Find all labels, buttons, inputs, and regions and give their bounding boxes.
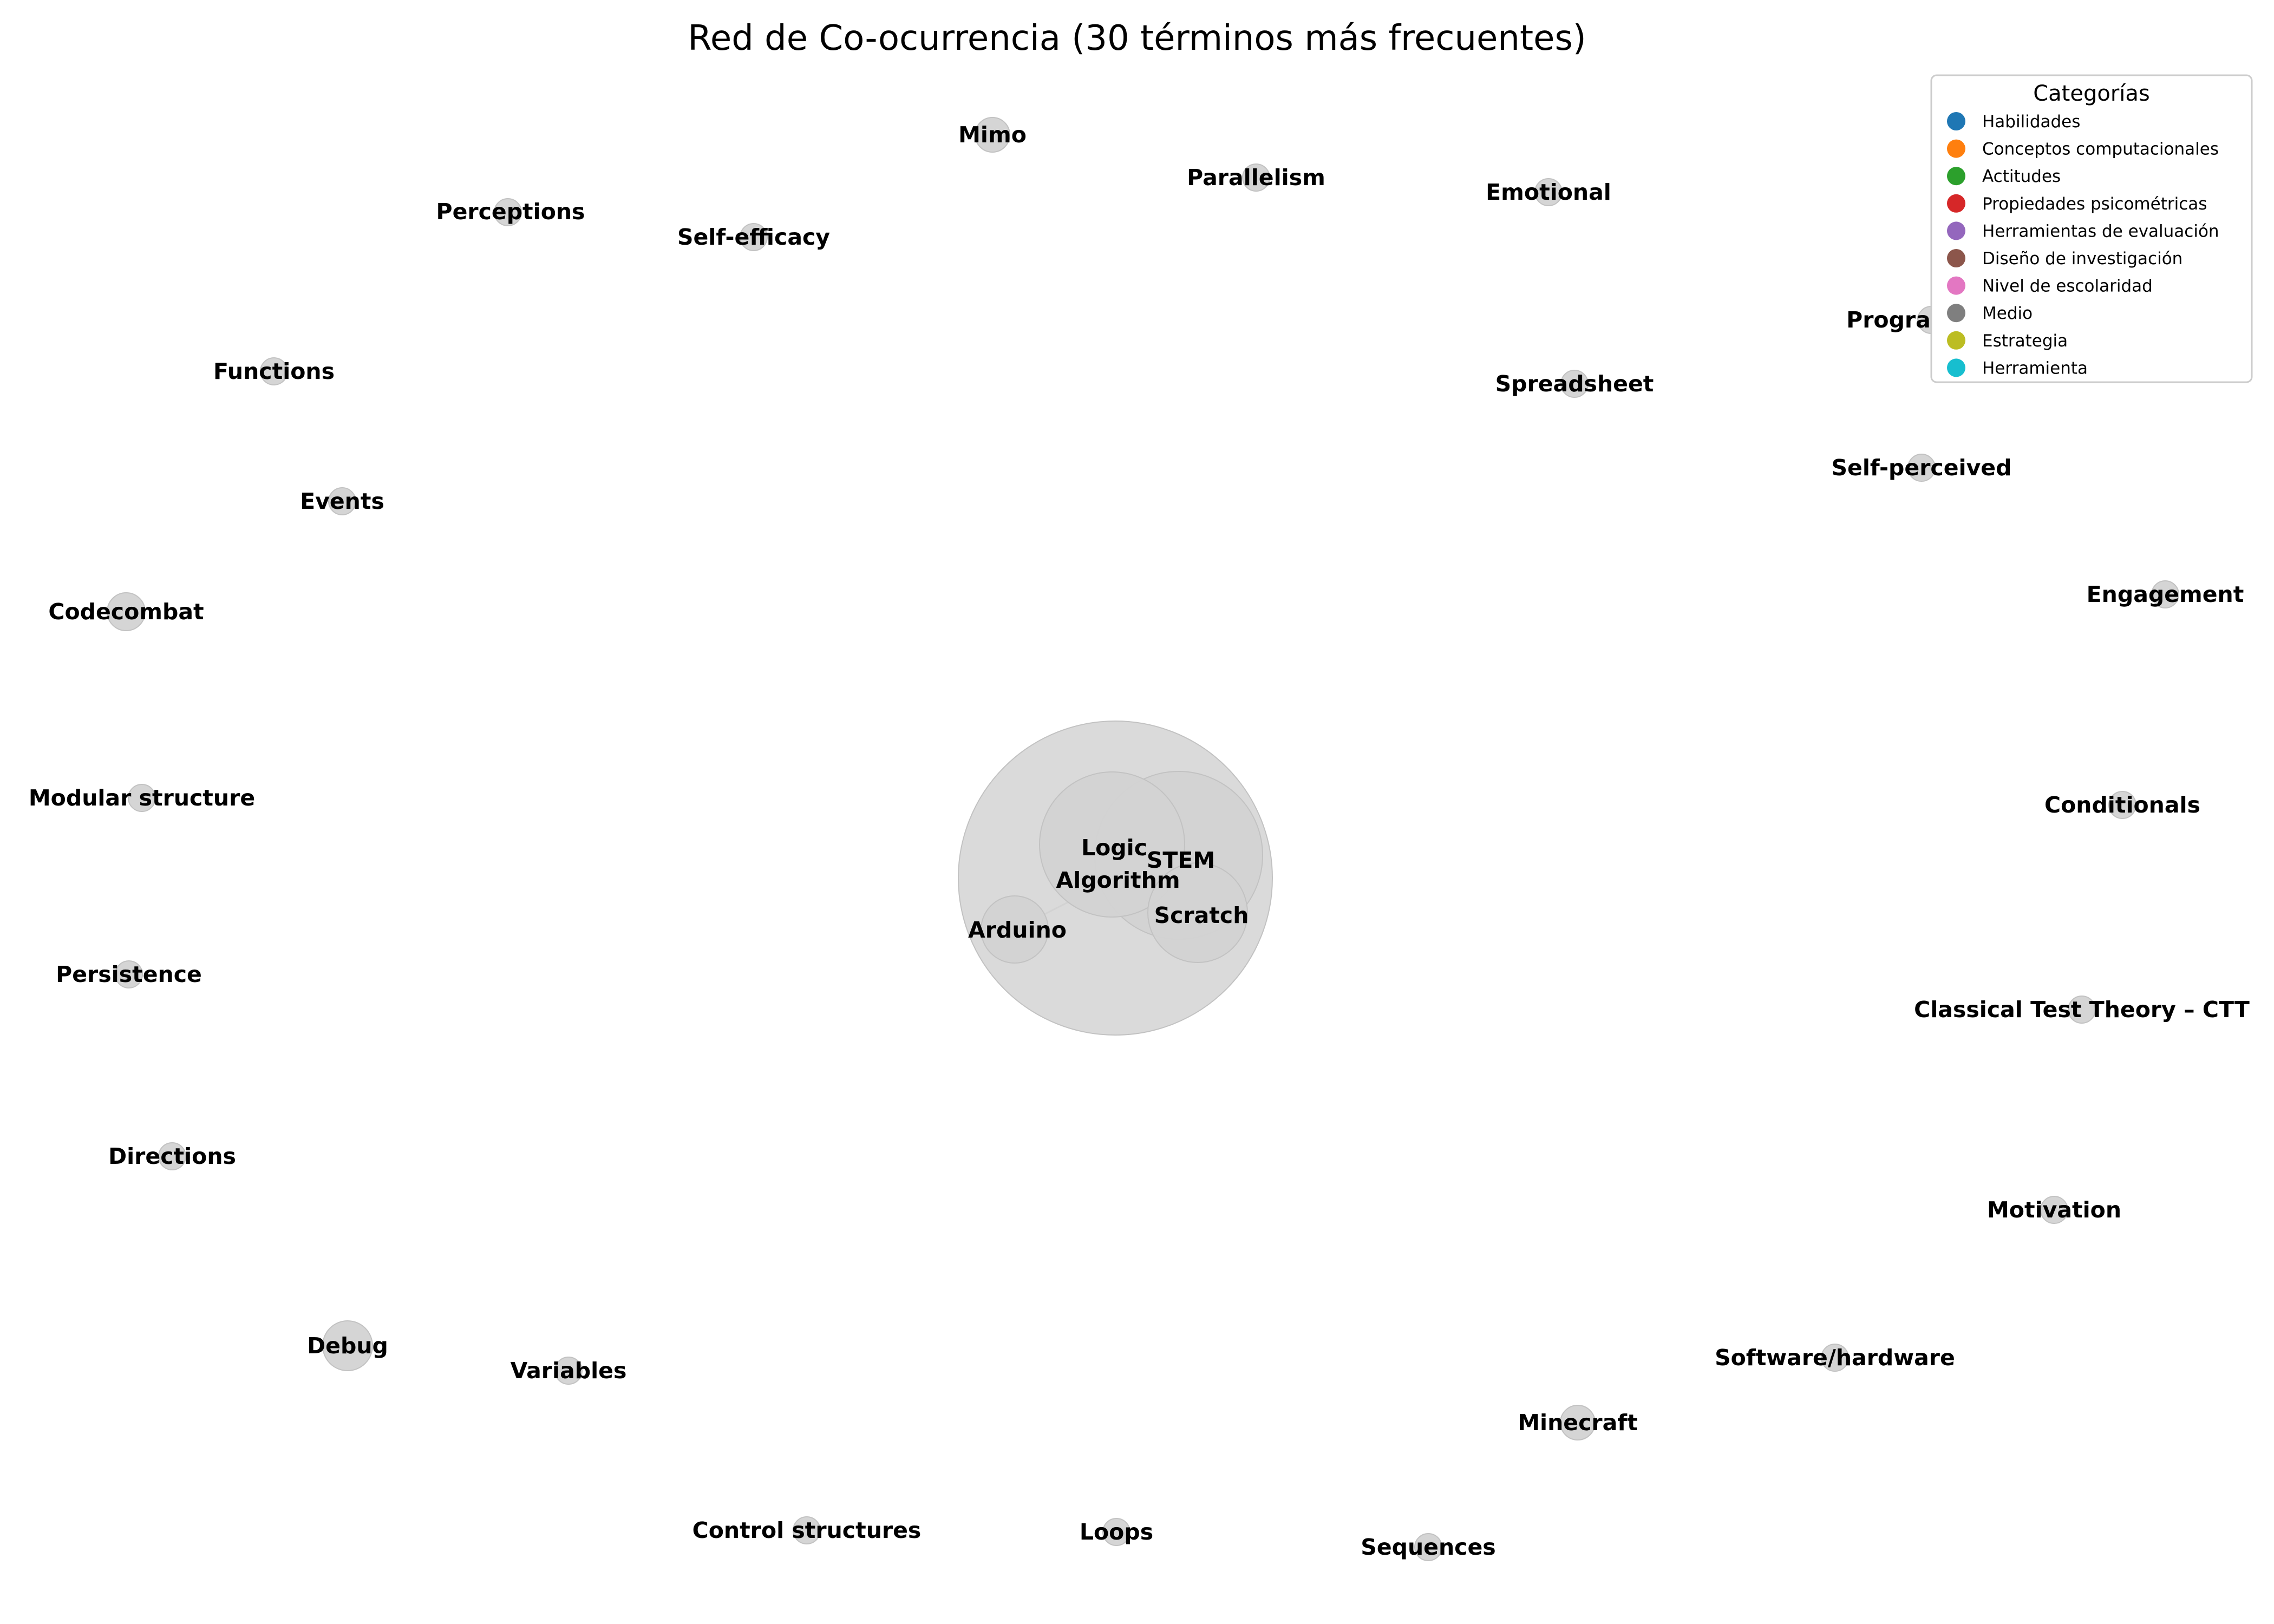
node-label-mimo: Mimo — [958, 122, 1027, 148]
node-label-emotional: Emotional — [1486, 179, 1611, 205]
node-sequences — [1414, 1533, 1442, 1561]
node-label-motivation: Motivation — [1987, 1197, 2121, 1223]
node-label-scratch: Scratch — [1154, 902, 1249, 928]
legend-marker-herramientas-de-evaluaci-n — [1947, 221, 1965, 240]
node-label-minecraft: Minecraft — [1518, 1410, 1637, 1436]
legend-label-nivel-de-escolaridad: Nivel de escolaridad — [1982, 277, 2153, 296]
node-minecraft — [1560, 1405, 1596, 1440]
node-conditionals — [2108, 791, 2136, 819]
node-self-efficacy — [740, 223, 768, 251]
node-label-arduino: Arduino — [968, 917, 1067, 943]
node-loops — [1102, 1518, 1131, 1546]
node-label-stem: STEM — [1147, 847, 1215, 873]
node-label-events: Events — [300, 488, 384, 514]
node-label-software-hardware: Software/hardware — [1715, 1345, 1955, 1371]
node-label-parallelism: Parallelism — [1187, 165, 1325, 191]
legend-label-propiedades-psicom-tricas: Propiedades psicométricas — [1982, 194, 2207, 214]
node-mimo — [975, 117, 1010, 153]
node-directions — [158, 1142, 186, 1170]
node-label-modular-structure: Modular structure — [29, 785, 255, 811]
legend-marker-dise-o-de-investigaci-n — [1947, 249, 1965, 267]
legend-frame — [1930, 74, 2253, 383]
node-modular-structure — [128, 784, 156, 812]
node-logic — [1039, 771, 1185, 918]
node-motivation — [2040, 1196, 2068, 1224]
node-label-logic: Logic — [1081, 835, 1147, 861]
node-label-variables: Variables — [511, 1358, 627, 1384]
legend-marker-conceptos-computacionales — [1947, 139, 1965, 158]
node-software-hardware — [1821, 1344, 1849, 1372]
legend-marker-herramienta — [1947, 358, 1965, 377]
legend-marker-habilidades — [1947, 112, 1965, 130]
node-label-functions: Functions — [213, 358, 335, 384]
node-spreadsheet — [1560, 370, 1589, 398]
node-variables — [554, 1357, 583, 1385]
legend-label-medio: Medio — [1982, 304, 2033, 323]
node-persistence — [115, 960, 143, 988]
node-engagement — [2151, 580, 2179, 608]
legend-label-herramienta: Herramienta — [1982, 358, 2088, 378]
legend-marker-medio — [1947, 304, 1965, 323]
node-scratch — [1147, 862, 1248, 963]
legend: Categorías Habilidades Conceptos computac… — [1930, 74, 2253, 383]
node-emotional — [1534, 178, 1563, 206]
legend-label-dise-o-de-investigaci-n: Diseño de investigación — [1982, 249, 2182, 269]
node-label-classical-test-theory-ctt: Classical Test Theory – CTT — [1914, 997, 2250, 1023]
node-label-directions: Directions — [108, 1143, 236, 1169]
node-events — [328, 487, 356, 515]
node-parallelism — [1242, 163, 1270, 192]
node-label-conditionals: Conditionals — [2044, 792, 2200, 818]
legend-items: Habilidades Conceptos computacionales Acti… — [1947, 112, 2219, 378]
legend-label-herramientas-de-evaluaci-n: Herramientas de evaluación — [1982, 221, 2219, 241]
node-label-persistence: Persistence — [56, 961, 202, 987]
legend-marker-propiedades-psicom-tricas — [1947, 194, 1965, 213]
node-label-algorithm: Algorithm — [1056, 867, 1180, 893]
node-label-codecombat: Codecombat — [48, 599, 204, 625]
node-label-self-efficacy: Self-efficacy — [677, 224, 830, 250]
node-codecombat — [107, 592, 146, 631]
node-label-sequences: Sequences — [1361, 1534, 1495, 1560]
node-functions — [260, 357, 288, 385]
node-control-structures — [793, 1516, 821, 1544]
nodes-layer — [107, 117, 2179, 1561]
node-classical-test-theory-ctt — [2068, 996, 2096, 1024]
legend-label-habilidades: Habilidades — [1982, 112, 2080, 132]
node-debug — [322, 1320, 373, 1371]
node-label-self-perceived: Self-perceived — [1832, 455, 2012, 481]
legend-title: Categorías — [2033, 81, 2150, 106]
node-label-debug: Debug — [307, 1333, 388, 1359]
legend-label-estrategia: Estrategia — [1982, 331, 2068, 351]
legend-label-actitudes: Actitudes — [1982, 167, 2061, 186]
legend-marker-nivel-de-escolaridad — [1947, 276, 1965, 295]
legend-marker-actitudes — [1947, 167, 1965, 186]
node-label-perceptions: Perceptions — [436, 199, 585, 225]
node-perceptions — [494, 198, 522, 226]
diagram-title: Red de Co-ocurrencia (30 términos más fr… — [688, 18, 1586, 58]
node-label-engagement: Engagement — [2087, 581, 2244, 607]
legend-marker-estrategia — [1947, 331, 1965, 350]
node-arduino — [981, 895, 1049, 964]
node-label-spreadsheet: Spreadsheet — [1495, 371, 1654, 397]
legend-label-conceptos-computacionales: Conceptos computacionales — [1982, 140, 2219, 159]
node-label-loops: Loops — [1080, 1519, 1153, 1545]
node-label-control-structures: Control structures — [692, 1517, 922, 1543]
node-self-perceived — [1907, 454, 1936, 482]
